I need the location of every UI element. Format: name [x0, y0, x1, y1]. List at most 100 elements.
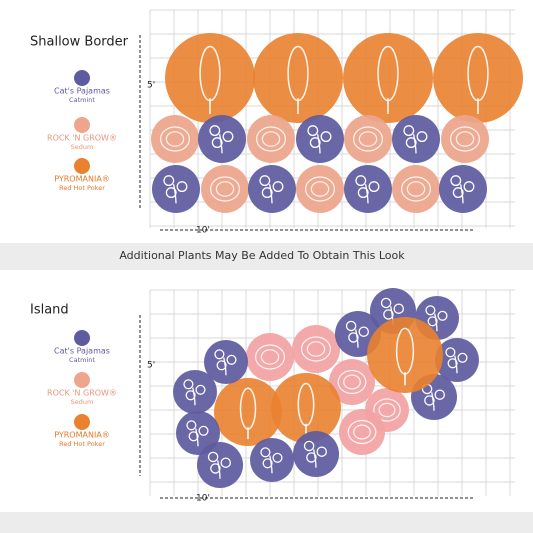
flower-icon	[416, 131, 428, 143]
flower-icon	[310, 181, 330, 197]
plant-circle	[343, 33, 433, 123]
legend-name: PYROMANIA®	[54, 175, 110, 184]
plant-circle	[173, 370, 217, 414]
stem-icon	[268, 184, 273, 204]
flower-icon	[260, 447, 271, 458]
flower-icon	[403, 125, 415, 137]
flower-icon	[463, 181, 475, 193]
legend-icon	[74, 330, 90, 346]
plant	[441, 115, 489, 163]
legend-icon	[74, 70, 90, 86]
flower-icon	[393, 303, 404, 314]
plant	[329, 359, 375, 405]
flower-icon	[210, 176, 241, 202]
plant-circle	[204, 340, 248, 384]
flower-icon	[450, 126, 481, 152]
flower-icon	[383, 309, 394, 320]
stem-icon	[313, 449, 317, 468]
flower-icon	[337, 369, 367, 395]
flower-icon	[215, 181, 235, 197]
flower-icon	[401, 176, 432, 202]
flower-icon	[226, 354, 237, 365]
flower-icon	[165, 131, 185, 147]
plant-circle	[214, 378, 282, 446]
plant	[343, 33, 433, 123]
flower-icon	[261, 187, 273, 199]
flower-icon	[272, 452, 283, 463]
note: Additional Plants May Be Added To Obtain…	[119, 249, 405, 262]
plant-circle	[246, 333, 294, 381]
legend-name: Cat's Pajamas	[54, 347, 110, 356]
plant-circle	[198, 115, 246, 163]
flower-icon	[378, 402, 396, 418]
panel-title: Shallow Border	[30, 35, 129, 50]
plant-circle	[250, 438, 294, 482]
plant-circle	[248, 165, 296, 213]
plant-circle	[435, 338, 479, 382]
plant-circle	[329, 359, 375, 405]
legend-sub: Catmint	[69, 356, 95, 364]
flower-icon	[260, 349, 280, 365]
plant	[439, 165, 487, 213]
plant	[296, 115, 344, 163]
plant	[246, 333, 294, 381]
flower-icon	[347, 419, 377, 445]
plant	[165, 33, 255, 123]
plant-circle	[152, 165, 200, 213]
plant-circle	[151, 115, 199, 163]
stem-icon	[459, 184, 464, 204]
flower-icon	[210, 463, 221, 474]
plant-circle	[392, 115, 440, 163]
plant	[198, 115, 246, 163]
flower-icon	[185, 390, 196, 401]
flower-icon	[306, 452, 317, 463]
plant	[392, 115, 440, 163]
plant	[214, 378, 282, 446]
flower-icon	[358, 131, 378, 147]
flower-icon	[424, 395, 435, 406]
legend-name: PYROMANIA®	[54, 431, 110, 440]
flower-icon	[348, 332, 359, 343]
width-label: 10'	[196, 226, 210, 236]
flower-icon	[195, 384, 206, 395]
flower-icon	[303, 440, 315, 452]
flower-icon	[316, 446, 327, 457]
flower-icon	[220, 457, 231, 468]
plant-circle	[439, 165, 487, 213]
legend-name: ROCK 'N GROW®	[47, 134, 117, 143]
legend-name: Cat's Pajamas	[54, 87, 110, 96]
flower-icon	[214, 349, 225, 360]
plant	[247, 115, 295, 163]
legend-sub: Sedum	[71, 398, 94, 406]
flower-icon	[305, 176, 336, 202]
flower-icon	[160, 126, 191, 152]
plant	[151, 115, 199, 163]
plant-circle	[344, 165, 392, 213]
flower-icon	[373, 398, 401, 422]
plant-circle	[344, 115, 392, 163]
plant-circle	[392, 165, 440, 213]
flower-icon	[445, 347, 456, 358]
flower-icon	[216, 360, 227, 371]
flower-icon	[320, 131, 332, 143]
flower-icon	[345, 320, 357, 332]
flower-icon	[163, 175, 175, 187]
flower-icon	[306, 341, 326, 357]
plant-circle	[165, 33, 255, 123]
flower-icon	[450, 175, 462, 187]
flower-icon	[198, 425, 209, 436]
plant	[271, 373, 341, 443]
stem-icon	[218, 134, 223, 154]
legend-sub: Sedum	[71, 143, 94, 151]
plant	[253, 33, 343, 123]
plant	[433, 33, 523, 123]
flower-icon	[207, 451, 219, 463]
flower-icon	[457, 352, 468, 363]
stem-icon	[355, 329, 359, 348]
plant	[344, 165, 392, 213]
height-label: 5'	[147, 81, 155, 91]
plant-circle	[296, 115, 344, 163]
stem-icon	[192, 387, 196, 406]
plant-circle	[253, 33, 343, 123]
plant	[292, 325, 340, 373]
